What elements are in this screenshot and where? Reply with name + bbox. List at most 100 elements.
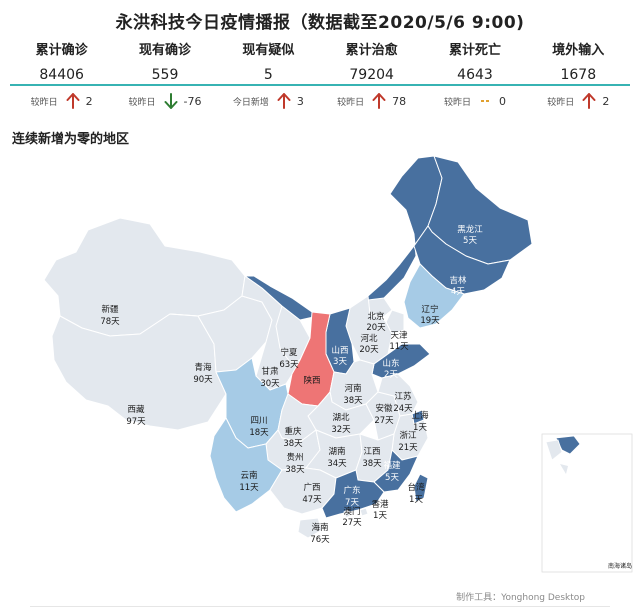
days-anhui: 27天	[374, 416, 394, 426]
province-jiangsu[interactable]	[377, 373, 419, 417]
label-south-china-sea: 南海诸岛	[608, 562, 632, 570]
arrow-up-icon	[372, 93, 386, 109]
province-macau[interactable]	[343, 509, 351, 519]
days-xinjiang: 78天	[100, 317, 120, 327]
days-qinghai: 90天	[193, 375, 213, 385]
stat-total-confirmed: 累计确诊 84406	[10, 42, 113, 86]
label-hainan: 海南	[311, 522, 328, 533]
days-henan: 38天	[343, 396, 363, 406]
stat-current-confirmed: 现有确诊 559	[113, 42, 216, 86]
days-hainan: 76天	[310, 535, 330, 545]
change-current-confirmed: 较昨日 -76	[113, 92, 216, 110]
stat-deaths: 累计死亡 4643	[423, 42, 526, 86]
bottom-divider	[30, 606, 610, 607]
arrow-up-icon	[582, 93, 596, 109]
changes-row: 较昨日 2 较昨日 -76 今日新增 3 较昨日 78 较昨日 0 较昨日 2	[10, 92, 630, 110]
province-tianjin[interactable]	[385, 309, 405, 335]
change-total-confirmed: 较昨日 2	[10, 92, 113, 110]
days-hebei: 20天	[359, 345, 379, 355]
label-xinjiang: 新疆	[101, 304, 119, 315]
province-liaoning[interactable]	[403, 263, 465, 329]
days-shanxi: 3天	[333, 357, 347, 367]
stat-label: 境外输入	[552, 43, 605, 58]
change-label: 较昨日	[443, 97, 471, 108]
stat-value: 84406	[39, 67, 84, 83]
arrow-up-icon	[277, 93, 291, 109]
days-jilin: 4天	[451, 287, 465, 297]
days-jiangxi: 38天	[362, 459, 382, 469]
province-taiwan[interactable]	[413, 473, 429, 503]
days-hunan: 34天	[327, 459, 347, 469]
label-xizang: 西藏	[127, 404, 145, 415]
province-labels: 黑龙江 5天 吉林 4天 辽宁 19天 内蒙古 5天 北京 20天 天津 11天…	[100, 224, 632, 570]
change-suspected: 今日新增 3	[217, 92, 320, 110]
days-taiwan: 1天	[409, 495, 423, 505]
days-beijing: 20天	[366, 323, 386, 333]
label-hongkong: 香港	[371, 499, 389, 510]
province-xizang[interactable]	[51, 313, 227, 431]
days-neimenggu: 5天	[350, 289, 364, 299]
days-hongkong: 1天	[373, 511, 387, 521]
province-fujian[interactable]	[373, 449, 419, 493]
days-chongqing: 38天	[283, 439, 303, 449]
stat-imported: 境外输入 1678	[527, 42, 630, 86]
province-hainan[interactable]	[297, 517, 323, 539]
label-fujian: 福建	[383, 460, 401, 471]
stat-label: 累计确诊	[35, 43, 88, 58]
stat-label: 累计治愈	[345, 43, 398, 58]
days-sichuan: 18天	[249, 428, 269, 438]
label-gansu: 甘肃	[261, 366, 279, 377]
change-value: 78	[392, 94, 407, 108]
flat-dash-icon	[480, 100, 491, 102]
stats-divider	[10, 84, 630, 86]
label-hebei: 河北	[360, 333, 378, 344]
change-value: 2	[85, 94, 93, 108]
province-guangdong[interactable]	[321, 469, 385, 519]
days-fujian: 5天	[385, 473, 399, 483]
days-ningxia: 63天	[279, 360, 299, 370]
label-jilin: 吉林	[449, 275, 467, 286]
stat-suspected: 现有疑似 5	[217, 42, 320, 86]
stat-value: 79204	[349, 67, 394, 83]
label-shaanxi: 陕西	[303, 375, 320, 386]
label-liaoning: 辽宁	[421, 304, 438, 315]
label-guizhou: 贵州	[286, 452, 303, 463]
change-label: 今日新增	[232, 97, 269, 108]
label-hunan: 湖南	[328, 446, 345, 457]
stat-label: 现有确诊	[138, 43, 191, 58]
change-label: 较昨日	[547, 97, 575, 108]
label-guangdong: 广东	[343, 485, 360, 496]
change-recovered: 较昨日 78	[320, 92, 423, 110]
label-sichuan: 四川	[250, 416, 267, 426]
label-guangxi: 广西	[303, 482, 320, 493]
footer-credit: 制作工具：Yonghong Desktop	[456, 593, 585, 603]
stat-label: 现有疑似	[242, 43, 295, 58]
days-guizhou: 38天	[285, 465, 305, 475]
stat-value: 5	[263, 67, 273, 83]
province-shandong[interactable]	[371, 343, 431, 379]
days-guangxi: 47天	[302, 495, 322, 505]
change-value: 3	[296, 94, 304, 108]
stats-row: 累计确诊 84406 现有确诊 559 现有疑似 5 累计治愈 79204 累计…	[10, 42, 630, 86]
label-macau: 澳门	[343, 506, 360, 517]
stat-value: 4643	[457, 67, 493, 83]
change-value: -76	[183, 94, 202, 108]
label-taiwan: 台湾	[407, 482, 425, 493]
province-hongkong[interactable]	[359, 507, 369, 517]
days-yunnan: 11天	[239, 483, 259, 493]
province-yunnan[interactable]	[209, 417, 283, 513]
days-jiangsu: 24天	[393, 404, 413, 414]
section-title: 连续新增为零的地区	[12, 132, 130, 147]
change-value: 0	[498, 94, 506, 108]
label-chongqing: 重庆	[284, 426, 302, 437]
days-xizang: 97天	[126, 417, 146, 427]
arrow-up-icon	[66, 93, 80, 109]
days-zhejiang: 21天	[398, 443, 418, 453]
days-hubei: 32天	[331, 425, 351, 435]
label-qinghai: 青海	[194, 362, 212, 373]
province-ningxia[interactable]	[275, 305, 311, 363]
page-title: 永洪科技今日疫情播报（数据截至2020/5/6 9:00)	[115, 13, 525, 33]
south-china-sea-inset	[541, 433, 633, 573]
days-heilongjiang: 5天	[463, 236, 477, 246]
days-shanghai: 1天	[413, 423, 427, 433]
